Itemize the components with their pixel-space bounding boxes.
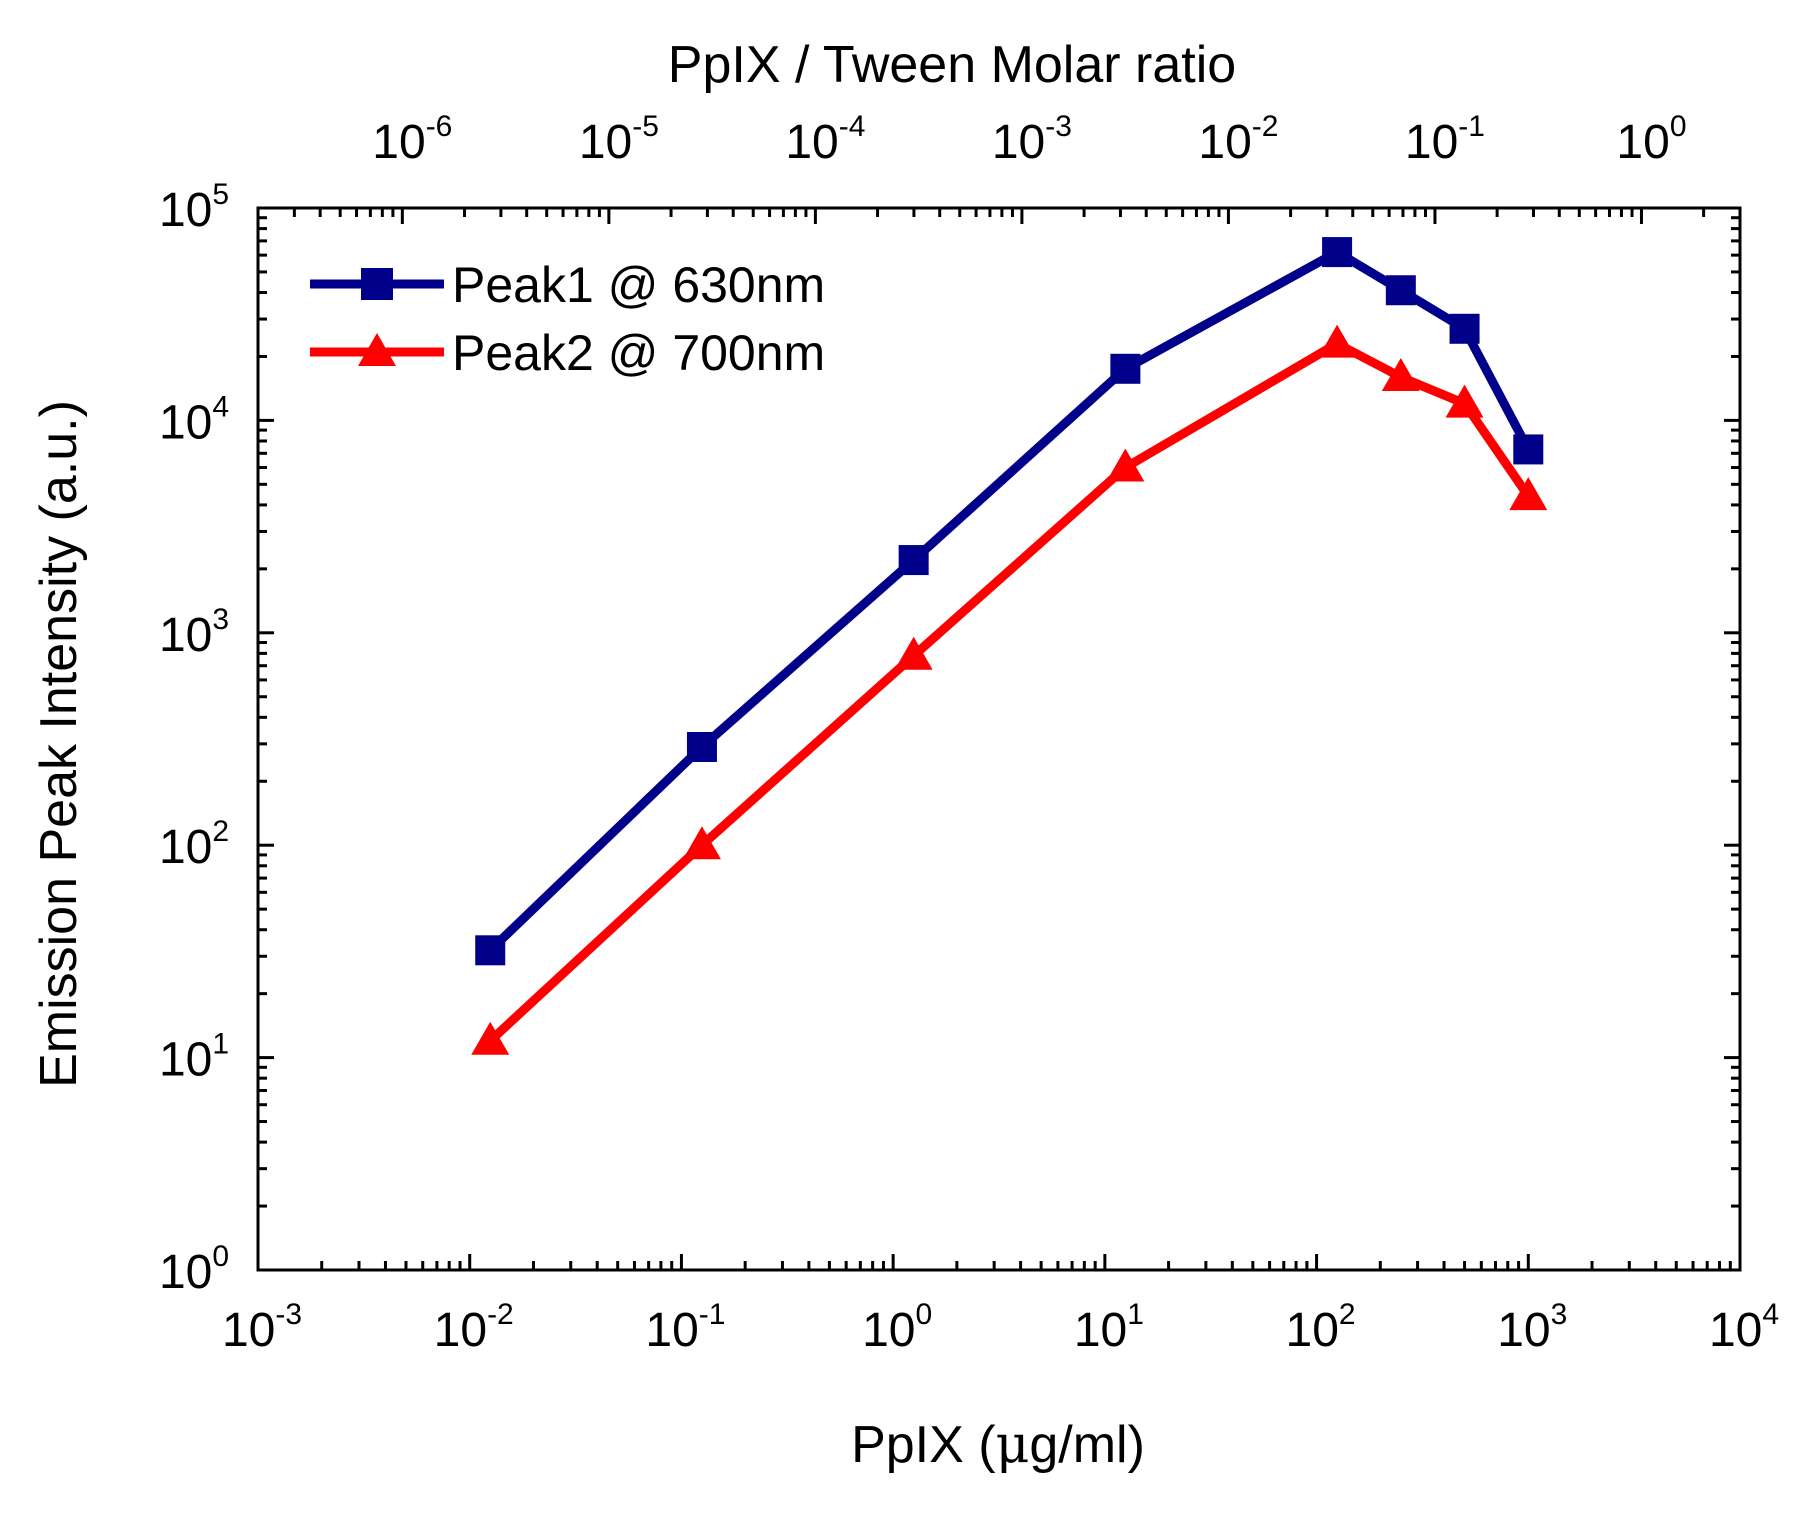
x-tick-label-base: 10 [645, 1304, 698, 1357]
series-1-point [1513, 434, 1544, 465]
x-tick-label: 101 [1074, 1298, 1144, 1357]
top-tick-label-exp: -4 [839, 110, 866, 143]
x-tick-label: 10-2 [434, 1298, 514, 1357]
series-2-point [894, 636, 933, 670]
series-2-point [1106, 448, 1145, 482]
top-tick-label-exp: 0 [1670, 110, 1687, 143]
x-tick-label-exp: 0 [915, 1298, 932, 1331]
series-2-point [1381, 358, 1420, 392]
y-tick-label-base: 10 [159, 609, 212, 662]
series-1-point [1449, 313, 1480, 344]
top-tick-label-exp: -1 [1458, 110, 1485, 143]
y-tick-label-exp: 5 [212, 178, 229, 211]
x-tick-label: 102 [1286, 1298, 1356, 1357]
x-tick-label-base: 10 [1709, 1304, 1762, 1357]
top-tick-label-exp: -2 [1252, 110, 1279, 143]
series-2-point [682, 826, 721, 860]
x-tick-label-exp: 1 [1127, 1298, 1144, 1331]
x-tick-label-exp: 3 [1551, 1298, 1568, 1331]
series-1-point [1110, 353, 1141, 384]
series-2-point [471, 1021, 510, 1055]
x-tick-label-exp: -3 [275, 1298, 302, 1331]
x-axis-title-prefix: PpIX ( [851, 1416, 996, 1474]
x-tick-label: 104 [1709, 1298, 1779, 1357]
top-axis-title: PpIX / Tween Molar ratio [668, 36, 1236, 94]
x-tick-label-exp: 4 [1762, 1298, 1779, 1331]
series-1-point [1322, 237, 1353, 268]
legend-label-peak1: Peak1 @ 630nm [452, 257, 825, 313]
y-tick-label: 103 [159, 603, 229, 662]
x-tick-label-base: 10 [1286, 1304, 1339, 1357]
top-tick-label-base: 10 [785, 116, 838, 169]
x-axis-title-mu: μ [996, 1415, 1030, 1475]
y-tick-label-base: 10 [159, 1034, 212, 1087]
legend-item-peak2: Peak2 @ 700nm [310, 325, 825, 381]
top-tick-label-base: 10 [992, 116, 1045, 169]
top-tick-label-exp: -5 [632, 110, 659, 143]
y-tick-label: 101 [159, 1028, 229, 1087]
y-tick-label-base: 10 [159, 184, 212, 237]
legend: Peak1 @ 630nm Peak2 @ 700nm [310, 257, 825, 381]
y-tick-label-exp: 0 [212, 1240, 229, 1273]
x-tick-label-exp: -1 [699, 1298, 726, 1331]
y-tick-label-base: 10 [159, 1246, 212, 1299]
series-1-point [898, 545, 929, 576]
x-tick-label-base: 10 [862, 1304, 915, 1357]
legend-item-peak1: Peak1 @ 630nm [310, 257, 825, 313]
y-axis-title: Emission Peak Intensity (a.u.) [30, 400, 88, 1088]
top-tick-label-base: 10 [1405, 116, 1458, 169]
series-2-point [1318, 324, 1357, 358]
x-tick-label: 10-3 [222, 1298, 302, 1357]
top-tick-label: 10-3 [992, 110, 1072, 169]
y-tick-label: 102 [159, 815, 229, 874]
y-tick-label: 104 [159, 390, 229, 449]
top-tick-label-base: 10 [1616, 116, 1669, 169]
y-tick-label: 105 [159, 178, 229, 237]
series-1-point [1385, 275, 1416, 306]
top-tick-label-base: 10 [579, 116, 632, 169]
legend-label-peak2: Peak2 @ 700nm [452, 325, 825, 381]
y-tick-label: 100 [159, 1240, 229, 1299]
legend-swatch-peak1-marker [361, 268, 393, 300]
x-tick-label-base: 10 [1074, 1304, 1127, 1357]
y-tick-label-exp: 3 [212, 603, 229, 636]
top-tick-label: 100 [1616, 110, 1686, 169]
top-tick-label: 10-6 [372, 110, 452, 169]
series-2-point [1509, 477, 1548, 511]
y-tick-label-exp: 1 [212, 1028, 229, 1061]
x-axis-title-suffix: g/ml) [1029, 1416, 1145, 1474]
top-tick-label-exp: -3 [1045, 110, 1072, 143]
x-tick-label: 100 [862, 1298, 932, 1357]
y-tick-label-exp: 2 [212, 815, 229, 848]
x-tick-label-base: 10 [434, 1304, 487, 1357]
y-tick-label-exp: 4 [212, 390, 229, 423]
x-tick-label-exp: -2 [487, 1298, 514, 1331]
tick-labels: 10-3 10-2 10-1 100 101 102 103 1041001011021031… [159, 110, 1779, 1357]
top-tick-label-base: 10 [372, 116, 425, 169]
top-tick-label-base: 10 [1198, 116, 1251, 169]
series-line-2 [487, 339, 1532, 1045]
top-tick-label: 10-1 [1405, 110, 1485, 169]
x-axis-title: PpIX (μg/ml) [851, 1415, 1145, 1475]
x-tick-label: 103 [1497, 1298, 1567, 1357]
plot-frame [256, 206, 1742, 1272]
top-tick-label: 10-2 [1198, 110, 1278, 169]
legend-swatch-peak2-marker [358, 333, 396, 366]
top-tick-label-exp: -6 [426, 110, 453, 143]
y-tick-label-base: 10 [159, 396, 212, 449]
series-layer [471, 237, 1548, 1055]
top-tick-label: 10-4 [785, 110, 865, 169]
y-tick-label-base: 10 [159, 821, 212, 874]
series-2-point [1445, 384, 1484, 418]
top-tick-label: 10-5 [579, 110, 659, 169]
x-tick-label-exp: 2 [1339, 1298, 1356, 1331]
series-1-point [686, 731, 717, 762]
x-tick-label: 10-1 [645, 1298, 725, 1357]
x-tick-label-base: 10 [222, 1304, 275, 1357]
x-tick-label-base: 10 [1497, 1304, 1550, 1357]
series-1-point [475, 935, 506, 966]
